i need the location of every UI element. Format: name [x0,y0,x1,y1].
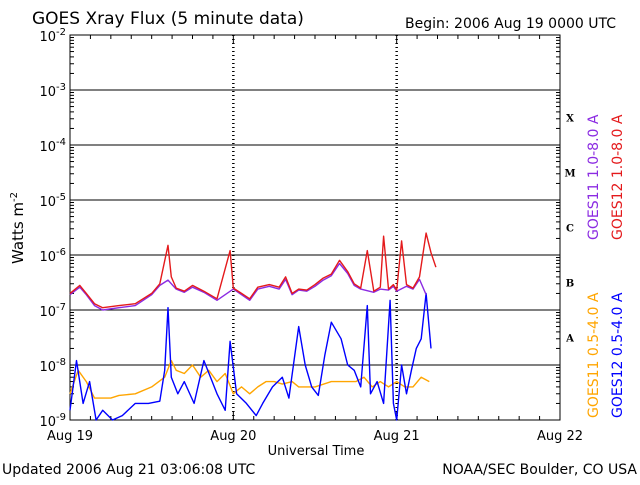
y-tick-label-base: 10 [39,30,56,45]
flare-class-label: C [566,224,574,235]
y-tick-label-exponent: -8 [56,357,66,368]
y-tick-label-exponent: -9 [56,412,66,423]
y-tick-label-base: 10 [39,360,56,375]
flare-class-label: A [565,334,574,345]
series-line [69,232,437,309]
flare-class-label: M [564,169,575,180]
x-tick-label: Aug 21 [374,429,420,444]
y-tick-label-base: 10 [39,85,56,100]
series-line [69,262,427,311]
x-tick-label: Aug 20 [210,429,256,444]
y-tick-label-base: 10 [39,140,56,155]
y-axis-label: Watts m [9,202,27,264]
y-tick-label: 10-9 [39,412,66,430]
x-tick-label: Aug 19 [47,429,93,444]
updated-text: Updated 2006 Aug 21 03:06:08 UTC [2,462,255,478]
legend-label: GOES12 0.5-4.0 A [610,292,626,418]
y-tick-label: 10-5 [39,192,66,210]
y-tick-label-exponent: -7 [56,302,66,313]
y-tick-label-base: 10 [39,305,56,320]
y-tick-label: 10-8 [39,357,66,375]
series-line [69,359,430,399]
y-tick-label-exponent: -4 [56,137,66,148]
legend-label: GOES11 1.0-8.0 A [586,114,602,240]
y-tick-label: 10-4 [39,137,66,155]
series-line [69,292,432,421]
y-tick-label-base: 10 [39,195,56,210]
y-tick-label-exponent: -2 [56,27,66,38]
flare-class-label: B [566,279,574,290]
legend-label: GOES12 1.0-8.0 A [610,114,626,240]
svg-text:Watts m-2: Watts m-2 [9,192,27,264]
y-tick-label-exponent: -3 [56,82,66,93]
x-tick-label: Aug 22 [537,429,583,444]
credit-text: NOAA/SEC Boulder, CO USA [442,462,637,478]
begin-label: Begin: 2006 Aug 19 0000 UTC [405,16,616,32]
y-axis-label-exponent: -2 [9,192,20,202]
chart-title: GOES Xray Flux (5 minute data) [32,9,304,29]
legend-label: GOES11 0.5-4.0 A [586,292,602,418]
flare-class-label: X [566,114,574,125]
y-tick-label: 10-2 [39,27,66,45]
y-axis-label-group: Watts m-2 [9,192,27,264]
y-tick-label-base: 10 [39,415,56,430]
y-tick-label-base: 10 [39,250,56,265]
y-tick-label: 10-3 [39,82,66,100]
y-tick-label-exponent: -5 [56,192,66,203]
y-tick-label: 10-6 [39,247,66,265]
x-axis-label: Universal Time [268,444,365,459]
y-tick-label-exponent: -6 [56,247,66,258]
plot-frame [69,34,561,421]
y-tick-label: 10-7 [39,302,66,320]
